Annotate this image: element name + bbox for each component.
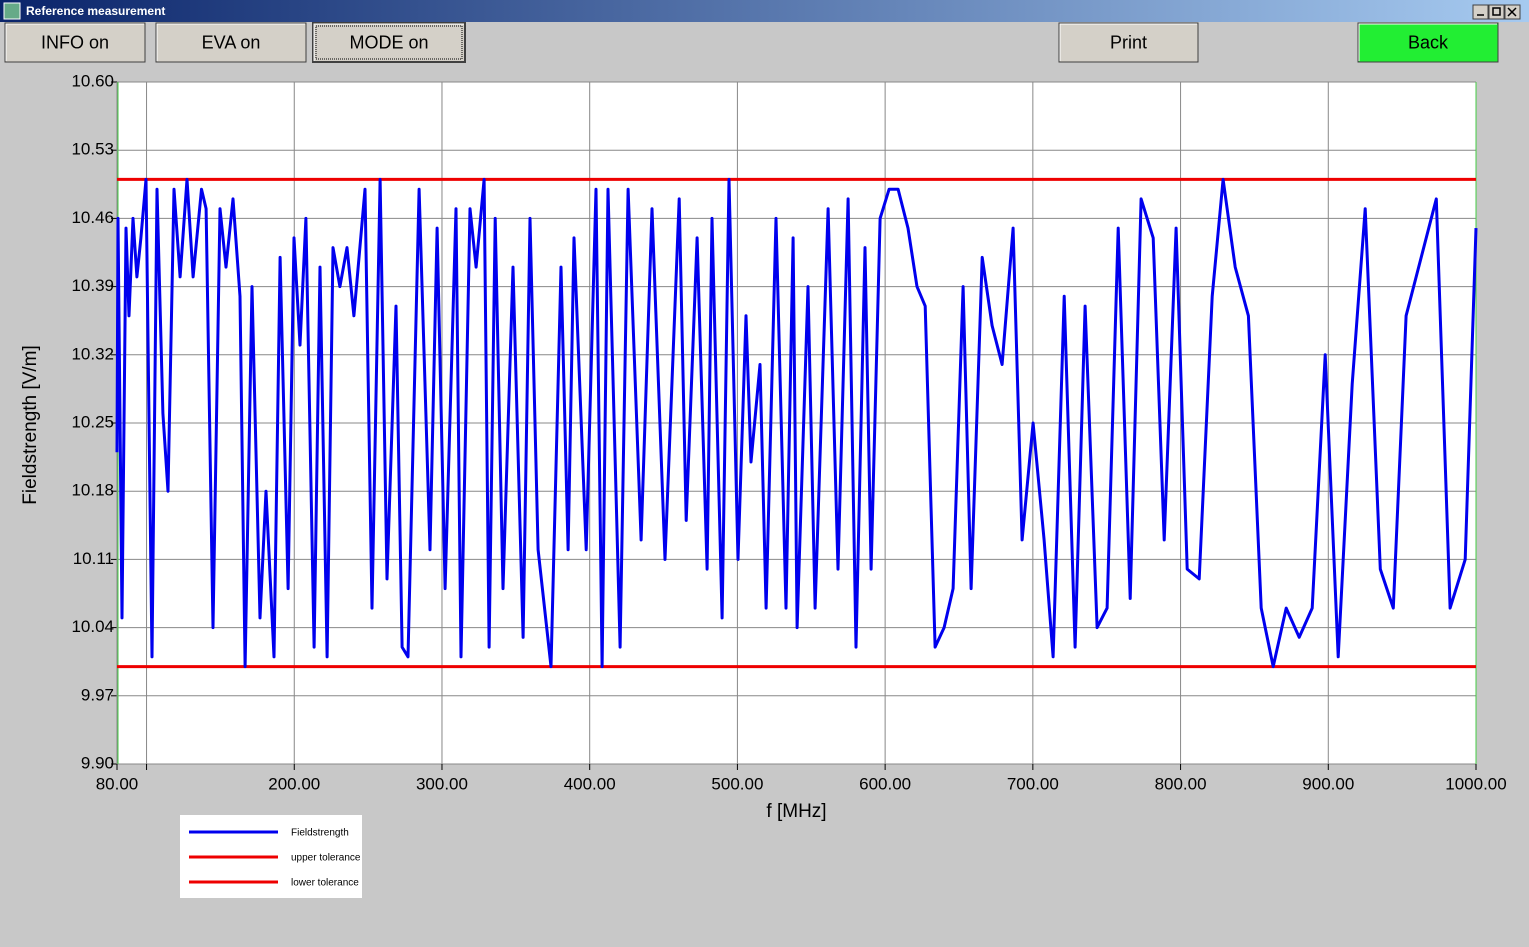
control-glyphs	[1477, 7, 1517, 17]
button-focus	[315, 25, 463, 60]
legend-label: lower tolerance	[291, 878, 359, 889]
y-tick-label: 10.39	[71, 276, 114, 295]
x-tick-label: 1000.00	[1445, 774, 1506, 793]
button-face	[312, 22, 466, 63]
x-tick-label: 400.00	[564, 774, 616, 793]
x-tick-label: 800.00	[1155, 774, 1207, 793]
y-tick-label: 9.97	[81, 685, 114, 704]
y-tick-label: 9.90	[81, 753, 114, 772]
x-axis-label: f [MHz]	[766, 801, 826, 822]
button-face	[155, 22, 307, 63]
y-tick-label: 10.46	[71, 208, 114, 227]
button-face	[1357, 22, 1499, 63]
y-tick-label: 10.18	[71, 481, 114, 500]
x-tick-label: 600.00	[859, 774, 911, 793]
toolbar-button[interactable]: EVA on	[155, 22, 307, 63]
toolbar-button[interactable]: MODE on	[312, 22, 466, 63]
button-label: EVA on	[202, 32, 261, 52]
toolbar-button[interactable]: INFO on	[4, 22, 146, 63]
y-tick-label: 10.32	[71, 344, 114, 363]
button-label: MODE on	[349, 32, 428, 52]
toolbar-button[interactable]: Back	[1357, 22, 1499, 63]
app-icon	[3, 2, 21, 20]
minimize-button[interactable]	[1472, 4, 1489, 20]
window-controls[interactable]	[1472, 4, 1521, 20]
button-face	[4, 22, 146, 63]
y-axis-label: Fieldstrength [V/m]	[20, 345, 41, 504]
toolbar-button[interactable]: Print	[1058, 22, 1199, 63]
button-face	[1058, 22, 1199, 63]
y-tick-label: 10.04	[71, 617, 114, 636]
button-bevel	[313, 23, 464, 61]
button-bevel	[156, 23, 305, 61]
y-tick-label: 10.11	[73, 549, 114, 568]
x-tick-label: 500.00	[711, 774, 763, 793]
window-title: Reference measurement	[26, 4, 165, 18]
y-tick-label: 10.53	[71, 140, 114, 159]
title-bar	[0, 0, 1529, 22]
legend-label: upper tolerance	[291, 853, 361, 864]
y-tick-label: 10.60	[71, 71, 114, 90]
x-tick-label: 900.00	[1302, 774, 1354, 793]
button-label: INFO on	[41, 32, 109, 52]
button-label: Print	[1110, 32, 1147, 52]
x-tick-label: 300.00	[416, 774, 468, 793]
legend-label: Fieldstrength	[291, 828, 349, 839]
series-line	[115, 177, 1478, 669]
y-tick-label: 10.25	[71, 412, 114, 431]
maximize-button[interactable]	[1488, 4, 1505, 20]
button-bevel	[1059, 23, 1197, 61]
x-tick-label: 200.00	[268, 774, 320, 793]
button-bevel	[1358, 23, 1497, 61]
button-bevel	[5, 23, 144, 61]
x-tick-label: 700.00	[1007, 774, 1059, 793]
button-label: Back	[1408, 32, 1449, 52]
x-tick-label: 80.00	[96, 774, 139, 793]
